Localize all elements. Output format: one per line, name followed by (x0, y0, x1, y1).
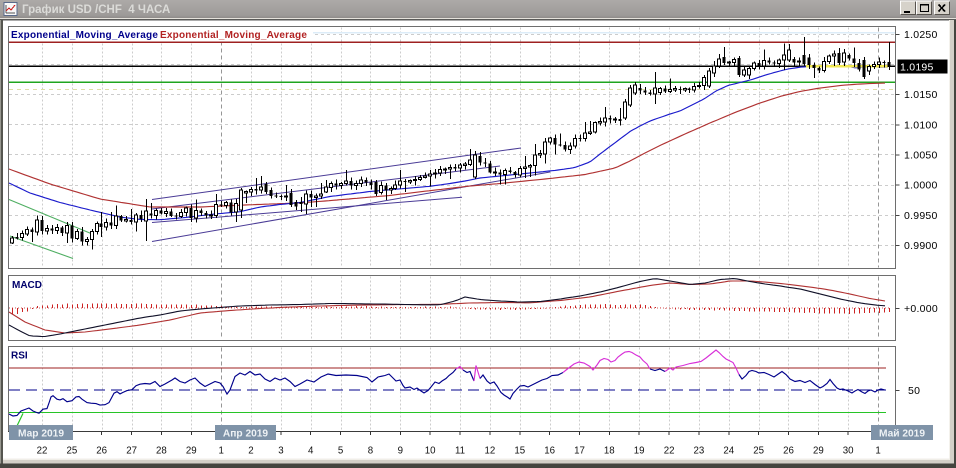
svg-text:Exponential_Moving_Average: Exponential_Moving_Average (11, 30, 158, 41)
svg-text:MACD: MACD (12, 280, 42, 291)
svg-text:30: 30 (843, 446, 854, 457)
svg-text:25: 25 (67, 446, 78, 457)
svg-text:График USD /CHF 4 ЧАСА: График USD /CHF 4 ЧАСА (22, 4, 170, 16)
svg-text:12: 12 (485, 446, 496, 457)
svg-text:24: 24 (723, 446, 734, 457)
svg-text:4: 4 (308, 446, 314, 457)
svg-text:1: 1 (875, 446, 880, 457)
svg-text:1.0050: 1.0050 (904, 149, 938, 161)
svg-text:Май 2019: Май 2019 (879, 429, 925, 440)
svg-text:1: 1 (219, 446, 224, 457)
svg-text:25: 25 (753, 446, 764, 457)
svg-text:29: 29 (186, 446, 197, 457)
svg-text:Апр 2019: Апр 2019 (223, 429, 269, 440)
svg-text:1.0000: 1.0000 (904, 180, 938, 192)
svg-text:50: 50 (908, 385, 920, 397)
svg-text:10: 10 (425, 446, 436, 457)
svg-text:28: 28 (156, 446, 167, 457)
svg-text:23: 23 (694, 446, 705, 457)
svg-text:1.0150: 1.0150 (904, 89, 938, 101)
svg-text:26: 26 (96, 446, 107, 457)
svg-text:16: 16 (544, 446, 555, 457)
svg-text:15: 15 (514, 446, 525, 457)
svg-text:9: 9 (398, 446, 403, 457)
svg-text:18: 18 (604, 446, 615, 457)
svg-text:1.0250: 1.0250 (904, 29, 938, 41)
svg-text:3: 3 (278, 446, 283, 457)
svg-text:0.9950: 0.9950 (904, 210, 938, 222)
svg-text:22: 22 (37, 446, 48, 457)
svg-text:11: 11 (455, 446, 465, 457)
svg-text:22: 22 (664, 446, 675, 457)
svg-text:19: 19 (634, 446, 645, 457)
svg-text:1.0100: 1.0100 (904, 119, 938, 131)
svg-text:RSI: RSI (11, 351, 28, 362)
svg-text:Мар 2019: Мар 2019 (18, 429, 64, 440)
svg-text:Exponential_Moving_Average: Exponential_Moving_Average (160, 30, 307, 41)
svg-text:17: 17 (574, 446, 585, 457)
svg-text:8: 8 (368, 446, 373, 457)
svg-text:5: 5 (338, 446, 343, 457)
svg-text:26: 26 (783, 446, 794, 457)
svg-text:1.0195: 1.0195 (900, 62, 934, 74)
svg-text:+0.000: +0.000 (904, 303, 938, 315)
svg-text:2: 2 (248, 446, 253, 457)
svg-text:29: 29 (813, 446, 824, 457)
svg-text:27: 27 (126, 446, 137, 457)
svg-text:0.9900: 0.9900 (904, 240, 938, 252)
